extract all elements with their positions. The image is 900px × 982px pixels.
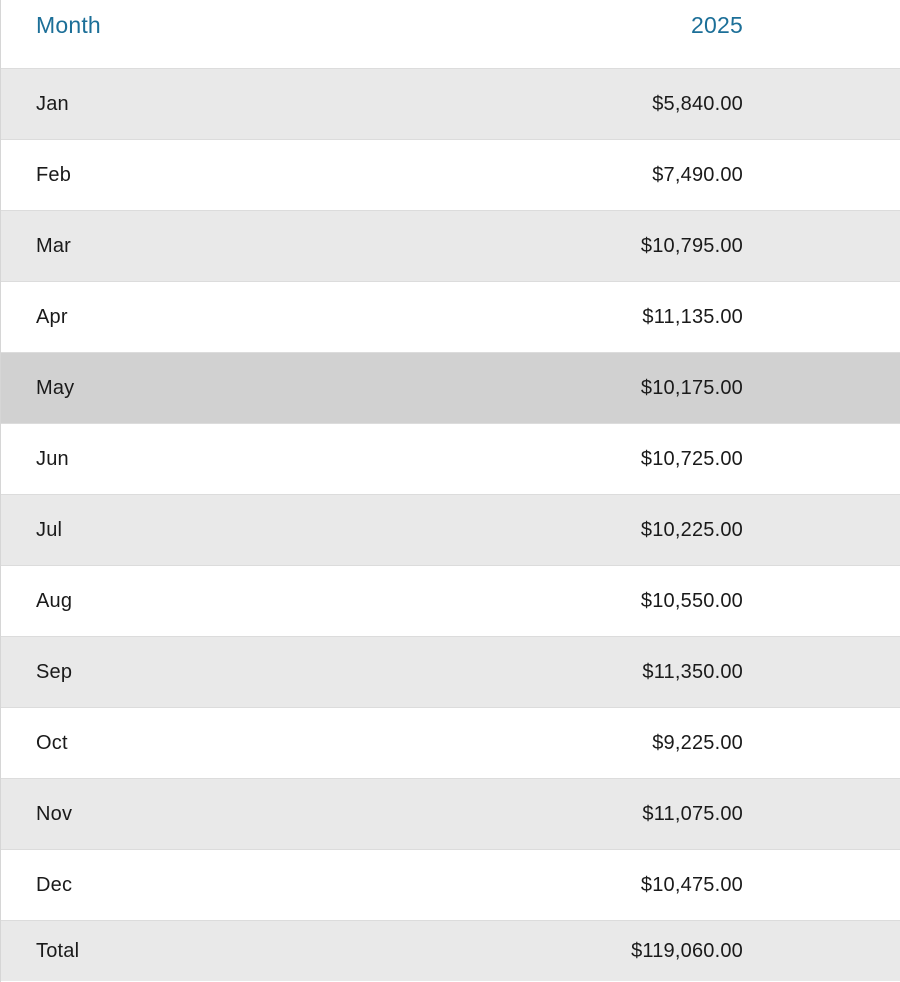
value-cell: $11,135.00: [642, 305, 743, 328]
month-cell: Mar: [36, 234, 72, 257]
header-year[interactable]: 2025: [691, 12, 743, 38]
month-cell: Dec: [36, 873, 73, 896]
header-month[interactable]: Month: [36, 12, 101, 38]
value-cell: $11,350.00: [642, 660, 743, 683]
table-header-row: Month 2025: [1, 0, 900, 69]
value-cell: $5,840.00: [652, 92, 743, 115]
value-cell: $10,795.00: [640, 234, 743, 257]
table-row-hovered[interactable]: May $10,175.00: [1, 353, 900, 424]
table-row[interactable]: Nov $11,075.00: [1, 779, 900, 850]
total-label: Total: [36, 939, 80, 962]
table-row[interactable]: Sep $11,350.00: [1, 637, 900, 708]
table-row[interactable]: Dec $10,475.00: [1, 850, 900, 921]
table-row[interactable]: Feb $7,490.00: [1, 140, 900, 211]
value-cell: $10,175.00: [640, 376, 743, 399]
month-cell: Jan: [36, 92, 69, 115]
total-value: $119,060.00: [631, 939, 743, 962]
month-cell: Jul: [36, 518, 63, 541]
month-cell: Aug: [36, 589, 73, 612]
table-row[interactable]: Jun $10,725.00: [1, 424, 900, 495]
value-cell: $10,725.00: [640, 447, 743, 470]
table-row[interactable]: Oct $9,225.00: [1, 708, 900, 779]
month-cell: Apr: [36, 305, 68, 328]
total-row: Total $119,060.00: [1, 921, 900, 981]
value-cell: $7,490.00: [652, 163, 743, 186]
table-row[interactable]: Jul $10,225.00: [1, 495, 900, 566]
value-cell: $9,225.00: [652, 731, 743, 754]
month-cell: Nov: [36, 802, 73, 825]
table-row[interactable]: Apr $11,135.00: [1, 282, 900, 353]
value-cell: $10,475.00: [640, 873, 743, 896]
table-row[interactable]: Mar $10,795.00: [1, 211, 900, 282]
value-cell: $11,075.00: [642, 802, 743, 825]
month-cell: Oct: [36, 731, 68, 754]
table-row[interactable]: Jan $5,840.00: [1, 69, 900, 140]
value-cell: $10,550.00: [640, 589, 743, 612]
value-cell: $10,225.00: [640, 518, 743, 541]
month-cell: May: [36, 376, 75, 399]
month-cell: Sep: [36, 660, 73, 683]
table-row[interactable]: Aug $10,550.00: [1, 566, 900, 637]
month-cell: Jun: [36, 447, 69, 470]
month-cell: Feb: [36, 163, 72, 186]
